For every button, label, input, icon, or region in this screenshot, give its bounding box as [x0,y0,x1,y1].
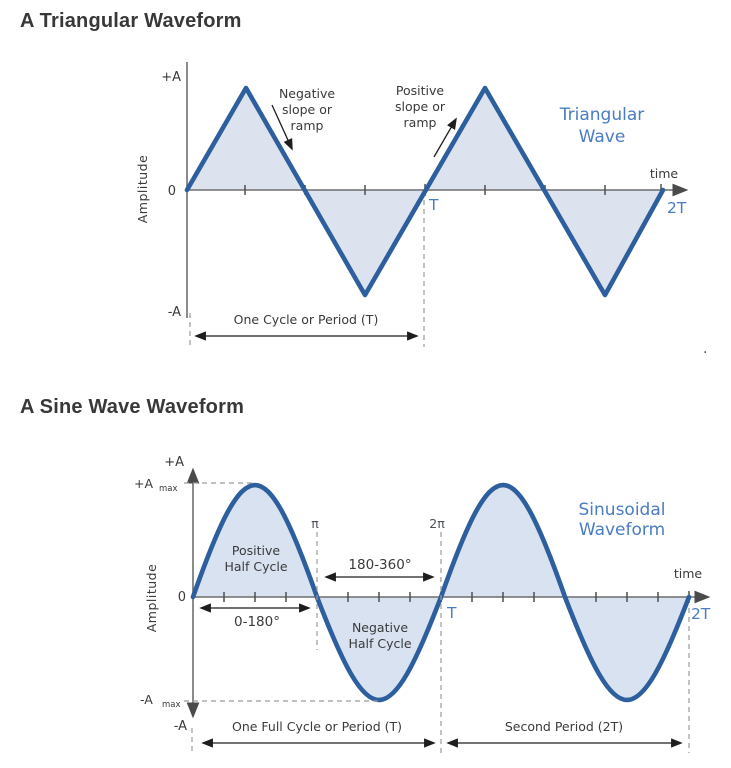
amplitude-axis-label: Amplitude [144,564,159,633]
amplitude-axis-label: Amplitude [135,155,150,224]
second-half-deg-label: 180-360° [348,557,411,573]
sine-wave-diagram: +A +A max 0 -A max -A Amplitude Positive… [134,455,711,753]
one-cycle-label: One Cycle or Period (T) [234,312,379,327]
svg-text:Negative: Negative [279,86,335,101]
positive-slope-label: Positive slope or ramp [395,83,446,130]
period2-label: Second Period (2T) [505,719,623,734]
positive-half-cycle-label: Positive Half Cycle [224,543,287,574]
plus-amax-label: +A max [134,476,178,494]
first-half-deg-label: 0-180° [234,614,280,630]
svg-text:+A: +A [134,476,153,491]
minus-amax-label: -A max [140,692,181,710]
svg-text:Half Cycle: Half Cycle [348,636,411,651]
svg-text:ramp: ramp [404,115,437,130]
t-label: T [428,196,439,214]
zero-label: 0 [168,184,176,199]
positive-slope-arrow [433,117,457,158]
svg-text:Negative: Negative [352,620,408,635]
negative-half-cycle-label: Negative Half Cycle [348,620,411,651]
svg-text:Sinusoidal: Sinusoidal [579,500,666,520]
stray-period: . [703,341,708,357]
svg-text:Wave: Wave [579,127,626,147]
svg-text:Half Cycle: Half Cycle [224,559,287,574]
minus-a-label: -A [174,719,187,734]
svg-text:Triangular: Triangular [559,105,645,125]
sine-heading: A Sine Wave Waveform [20,396,245,418]
svg-text:slope or: slope or [282,102,333,117]
t2-label: 2T [691,605,711,623]
two-pi-label: 2π [429,516,445,531]
triangular-wave-name: Triangular Wave [559,105,645,147]
triangular-wave-diagram: +A 0 -A Amplitude Negative slope or ramp… [135,62,689,347]
sinusoidal-wave-name: Sinusoidal Waveform [579,500,666,540]
zero-label: 0 [178,590,186,605]
svg-text:Waveform: Waveform [579,520,665,540]
sine-wave-fill [193,485,689,700]
triangular-wave-line [184,85,666,298]
triangular-heading: A Triangular Waveform [20,10,242,32]
svg-text:max: max [159,484,178,494]
plus-a-label: +A [161,70,181,85]
time-label: time [674,566,703,581]
svg-text:slope or: slope or [395,99,446,114]
t-label: T [446,604,457,622]
period1-label: One Full Cycle or Period (T) [232,719,402,734]
t2-label: 2T [667,199,687,217]
svg-text:Positive: Positive [396,83,444,98]
plus-a-label: +A [164,455,184,470]
svg-text:Positive: Positive [232,543,280,558]
negative-slope-label: Negative slope or ramp [279,86,335,133]
svg-text:max: max [162,700,181,710]
svg-text:ramp: ramp [291,118,324,133]
svg-text:-A: -A [140,692,153,707]
negative-slope-arrow [271,104,293,151]
time-label: time [650,166,679,181]
pi-label: π [311,516,319,531]
minus-a-label: -A [168,305,181,320]
